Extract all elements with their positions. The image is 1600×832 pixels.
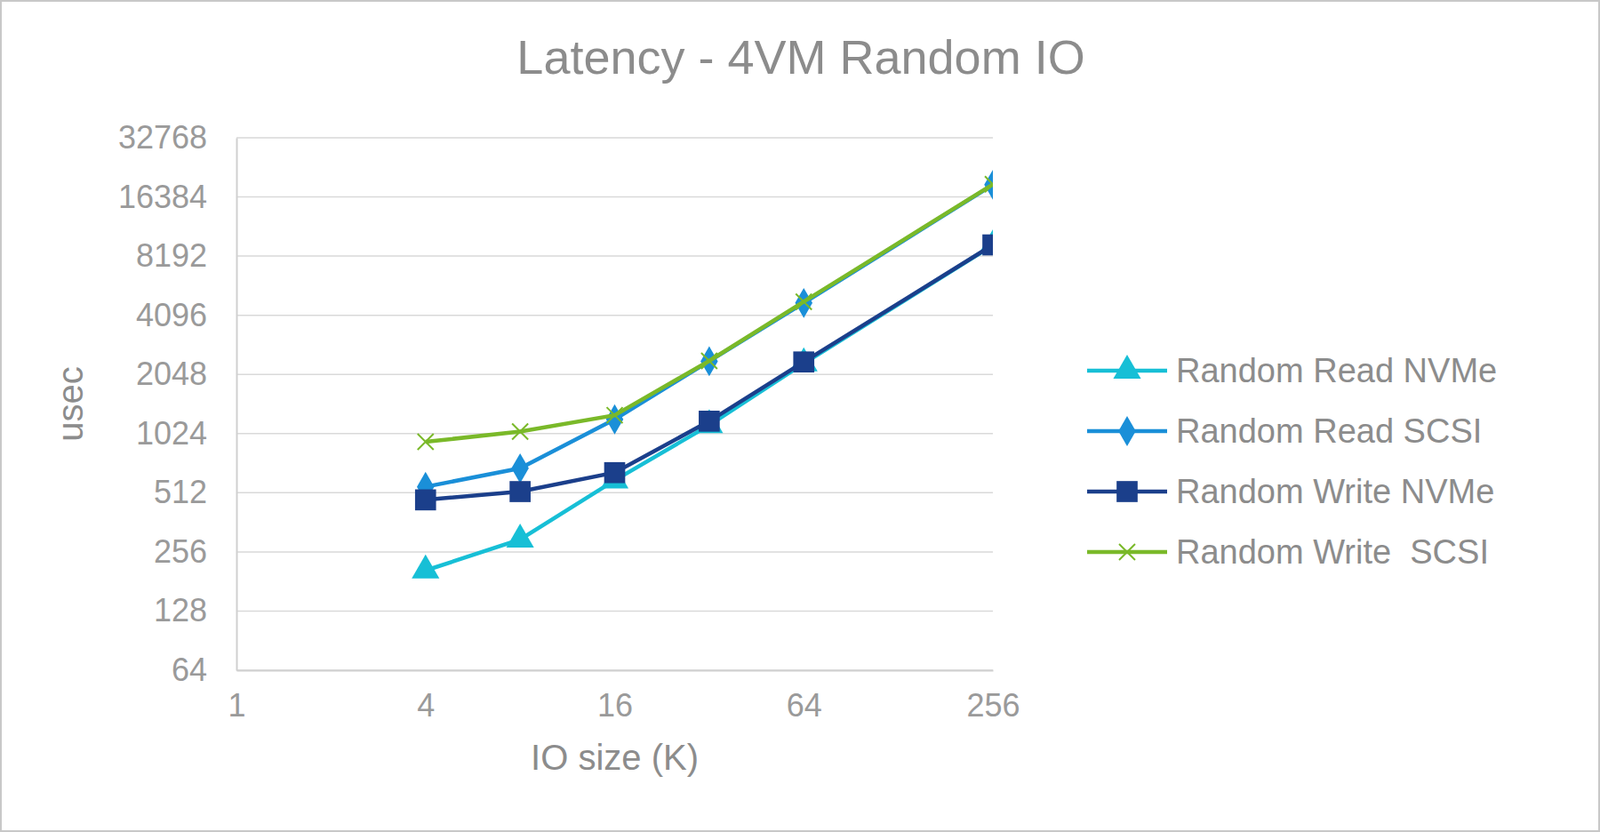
series-marker (792, 351, 815, 373)
series-marker (984, 176, 993, 192)
series-marker (700, 345, 719, 376)
grid-line (236, 669, 993, 672)
tick: 1 (227, 670, 246, 724)
legend-marker (1118, 416, 1136, 447)
legend-marker (1119, 544, 1136, 560)
legend-item: Random Write NVMe (1087, 472, 1495, 511)
series-line (425, 245, 993, 571)
legend-marker (1116, 480, 1138, 503)
tick: 32768 (118, 119, 237, 156)
tick: 256 (966, 670, 1020, 724)
legend-label: Random Write NVMe (1176, 472, 1495, 511)
tick-label: 256 (966, 687, 1020, 724)
legend-item: Random Read SCSI (1087, 412, 1482, 450)
series-line (425, 184, 993, 488)
series-marker (695, 408, 723, 433)
tick-label: 32768 (118, 119, 208, 156)
axis-line (236, 138, 239, 672)
grid-line (236, 196, 993, 199)
tick: 2048 (136, 355, 237, 392)
tick-label: 16 (597, 687, 633, 724)
series-marker (509, 480, 531, 503)
tick: 16 (597, 670, 633, 724)
tick-label: 8192 (136, 237, 208, 274)
tick-label: 4096 (136, 296, 208, 334)
grid-line (236, 610, 993, 613)
grid (236, 137, 993, 671)
tick: 64 (786, 670, 823, 724)
series-marker (604, 462, 626, 484)
series-marker (511, 453, 529, 484)
grid-line (236, 551, 993, 553)
tick-label: 64 (786, 687, 823, 724)
tick: 64 (171, 651, 237, 688)
chart-title: Latency - 4VM Random IO (516, 30, 1085, 84)
tick-label: 64 (171, 651, 208, 688)
series-line (425, 245, 993, 501)
grid-line (236, 492, 993, 495)
series-marker (411, 554, 440, 579)
legend-marker (1112, 354, 1141, 379)
tick-label: 1024 (136, 415, 208, 452)
tick: 4096 (136, 296, 237, 334)
chart-frame (0, 0, 1600, 832)
tick: 128 (153, 592, 237, 629)
chart: Latency - 4VM Random IO 64 128 256 512 1024 20… (0, 0, 1600, 832)
tick-label: 4 (416, 687, 435, 724)
y-axis-title: usec (50, 366, 90, 442)
tick: 8192 (136, 237, 237, 274)
tick: 16384 (118, 178, 237, 216)
x-axis-title: IO size (K) (530, 737, 699, 777)
legend: Random Read NVMe Random Read SCSI Random W… (1087, 352, 1497, 571)
tick-label: 16384 (118, 178, 208, 216)
legend-label: Random Write SCSI (1176, 533, 1489, 571)
tick: 4 (416, 670, 435, 724)
legend-item: Random Read NVMe (1087, 352, 1497, 390)
series-marker (512, 424, 528, 440)
series-marker (607, 407, 624, 424)
series-marker (701, 352, 718, 369)
x-axis: 1 4 16 64 256 (227, 670, 1020, 724)
grid-line (236, 373, 993, 376)
series-marker (982, 234, 993, 256)
tick-label: 256 (153, 533, 208, 570)
tick: 1024 (136, 415, 237, 452)
axis-line (237, 670, 994, 672)
series-marker (415, 489, 437, 512)
y-axis: 64 128 256 512 1024 2048 4096 8192 16384 32768 (118, 119, 238, 688)
tick-label: 2048 (136, 355, 208, 392)
tick-label: 1 (227, 687, 246, 724)
series-line (425, 184, 993, 442)
plot-area (411, 169, 993, 579)
series-marker (698, 410, 720, 432)
legend-label: Random Read NVMe (1176, 352, 1497, 390)
series-marker (794, 288, 813, 319)
legend-item: Random Write SCSI (1087, 533, 1489, 571)
tick: 256 (153, 533, 237, 570)
tick-label: 128 (153, 592, 208, 629)
series-marker (506, 523, 535, 548)
series-marker (417, 433, 434, 450)
series-marker (606, 404, 624, 435)
series-marker (795, 293, 812, 310)
legend-label: Random Read SCSI (1176, 412, 1482, 450)
tick-label: 512 (153, 473, 208, 511)
tick: 512 (153, 473, 237, 511)
grid-line (236, 136, 993, 139)
